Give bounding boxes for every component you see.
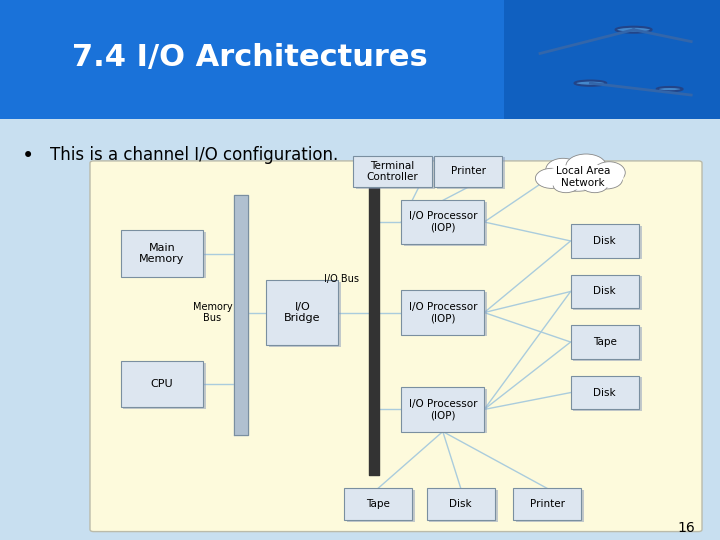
Circle shape <box>575 80 606 86</box>
FancyBboxPatch shape <box>571 325 639 359</box>
Text: Disk: Disk <box>593 236 616 246</box>
FancyBboxPatch shape <box>90 161 702 531</box>
FancyBboxPatch shape <box>266 280 338 345</box>
FancyBboxPatch shape <box>405 389 487 433</box>
Ellipse shape <box>546 158 580 181</box>
Text: Terminal
Controller: Terminal Controller <box>366 160 418 183</box>
FancyBboxPatch shape <box>347 490 415 522</box>
Ellipse shape <box>543 164 624 190</box>
Circle shape <box>657 87 683 91</box>
FancyBboxPatch shape <box>429 490 498 522</box>
FancyBboxPatch shape <box>353 156 432 187</box>
FancyBboxPatch shape <box>356 157 435 189</box>
FancyBboxPatch shape <box>574 276 642 310</box>
Ellipse shape <box>582 178 608 193</box>
Text: CPU: CPU <box>150 379 174 389</box>
FancyBboxPatch shape <box>124 363 207 409</box>
FancyBboxPatch shape <box>571 376 639 409</box>
Text: Printer: Printer <box>451 166 485 177</box>
Text: Disk: Disk <box>449 499 472 509</box>
Text: 16: 16 <box>677 521 695 535</box>
Ellipse shape <box>556 171 599 191</box>
Text: Main
Memory: Main Memory <box>139 243 185 265</box>
Bar <box>504 0 720 119</box>
FancyBboxPatch shape <box>574 377 642 411</box>
Ellipse shape <box>593 162 625 184</box>
Ellipse shape <box>553 178 579 193</box>
Text: I/O Processor
(IOP): I/O Processor (IOP) <box>408 211 477 233</box>
Text: I/O Bus: I/O Bus <box>325 274 359 284</box>
FancyBboxPatch shape <box>574 226 642 260</box>
Text: Tape: Tape <box>593 337 617 347</box>
Text: Local Area
Network: Local Area Network <box>556 166 611 188</box>
FancyBboxPatch shape <box>344 488 412 520</box>
FancyBboxPatch shape <box>402 291 484 335</box>
FancyBboxPatch shape <box>574 327 642 361</box>
Text: Tape: Tape <box>366 499 390 509</box>
FancyBboxPatch shape <box>571 224 639 258</box>
FancyBboxPatch shape <box>405 201 487 246</box>
FancyBboxPatch shape <box>513 488 582 520</box>
FancyBboxPatch shape <box>426 488 495 520</box>
FancyBboxPatch shape <box>121 361 204 407</box>
Ellipse shape <box>590 171 622 189</box>
Text: This is a channel I/O configuration.: This is a channel I/O configuration. <box>50 146 338 164</box>
FancyBboxPatch shape <box>433 156 503 187</box>
FancyBboxPatch shape <box>571 275 639 308</box>
FancyBboxPatch shape <box>402 387 484 431</box>
Text: I/O
Bridge: I/O Bridge <box>284 302 320 323</box>
FancyBboxPatch shape <box>124 232 207 279</box>
Circle shape <box>616 26 652 33</box>
FancyBboxPatch shape <box>405 292 487 336</box>
Text: Printer: Printer <box>530 499 564 509</box>
FancyBboxPatch shape <box>121 231 204 276</box>
Text: I/O Processor
(IOP): I/O Processor (IOP) <box>408 302 477 323</box>
FancyBboxPatch shape <box>402 200 484 244</box>
Text: 7.4 I/O Architectures: 7.4 I/O Architectures <box>72 43 428 71</box>
FancyBboxPatch shape <box>436 157 505 189</box>
FancyBboxPatch shape <box>269 281 341 347</box>
Text: •: • <box>22 146 34 166</box>
Text: I/O Processor
(IOP): I/O Processor (IOP) <box>408 399 477 420</box>
Text: Disk: Disk <box>593 287 616 296</box>
Ellipse shape <box>566 154 606 178</box>
FancyBboxPatch shape <box>516 490 585 522</box>
Text: Disk: Disk <box>593 388 616 397</box>
Ellipse shape <box>536 168 567 188</box>
Text: Memory
Bus: Memory Bus <box>192 302 233 323</box>
